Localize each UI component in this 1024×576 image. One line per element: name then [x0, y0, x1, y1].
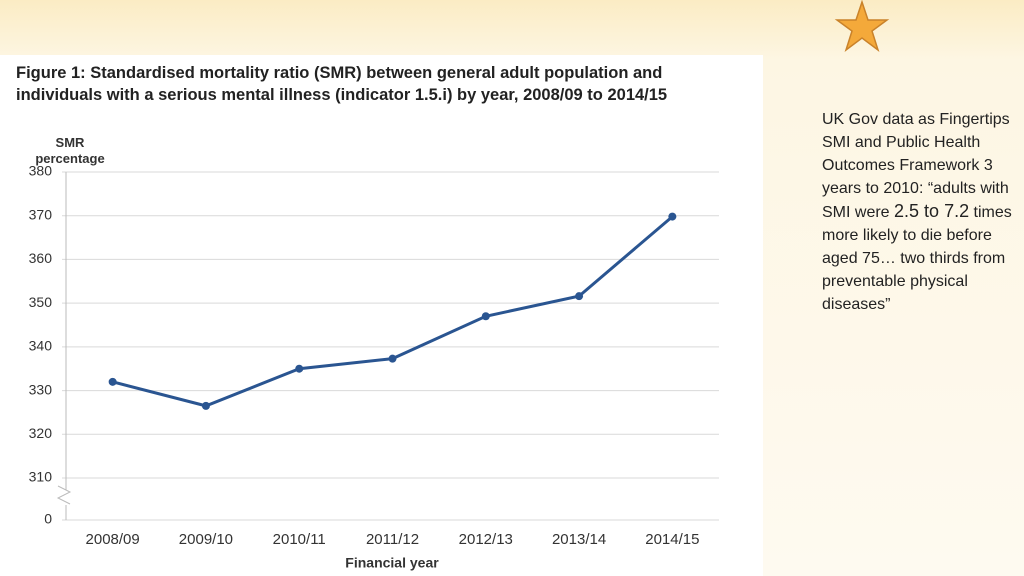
- y-tick-label: 380: [29, 163, 53, 179]
- data-point: [108, 377, 117, 386]
- x-tick-label: 2013/14: [552, 531, 606, 548]
- x-tick-label: 2008/09: [86, 531, 140, 548]
- note-text: UK Gov data as Fingertips SMI and Public…: [822, 111, 1010, 221]
- data-point: [668, 212, 677, 221]
- data-point: [201, 401, 210, 410]
- x-tick-label: 2012/13: [459, 531, 513, 548]
- star-icon: [834, 0, 890, 53]
- x-tick-label: 2011/12: [366, 531, 419, 548]
- y-tick-label: 340: [29, 338, 53, 354]
- y-tick-label: 330: [29, 381, 53, 397]
- x-tick-label: 2014/15: [645, 531, 699, 548]
- chart-panel: [0, 55, 763, 576]
- y-tick-label: 360: [29, 250, 53, 266]
- x-tick-label: 2010/11: [273, 531, 326, 548]
- note-text: times more likely to die before aged 75……: [822, 204, 1012, 313]
- axis-break: [56, 485, 72, 505]
- note-highlight: 2.5 to 7.2: [894, 201, 970, 221]
- y-tick-label: 0: [44, 511, 52, 527]
- y-axis-label: SMR percentage: [35, 135, 104, 166]
- y-tick-label: 310: [29, 469, 53, 485]
- y-tick-label: 350: [29, 294, 53, 310]
- data-point: [295, 364, 304, 373]
- data-point: [481, 312, 490, 321]
- chart-title: Figure 1: Standardised mortality ratio (…: [16, 64, 668, 104]
- side-note: UK Gov data as Fingertips SMI and Public…: [822, 108, 1012, 316]
- x-axis-label: Financial year: [345, 555, 439, 571]
- y-tick-label: 320: [29, 425, 53, 441]
- data-point: [575, 292, 584, 301]
- x-tick-label: 2009/10: [179, 531, 233, 548]
- y-tick-label: 370: [29, 206, 53, 222]
- data-point: [388, 354, 397, 363]
